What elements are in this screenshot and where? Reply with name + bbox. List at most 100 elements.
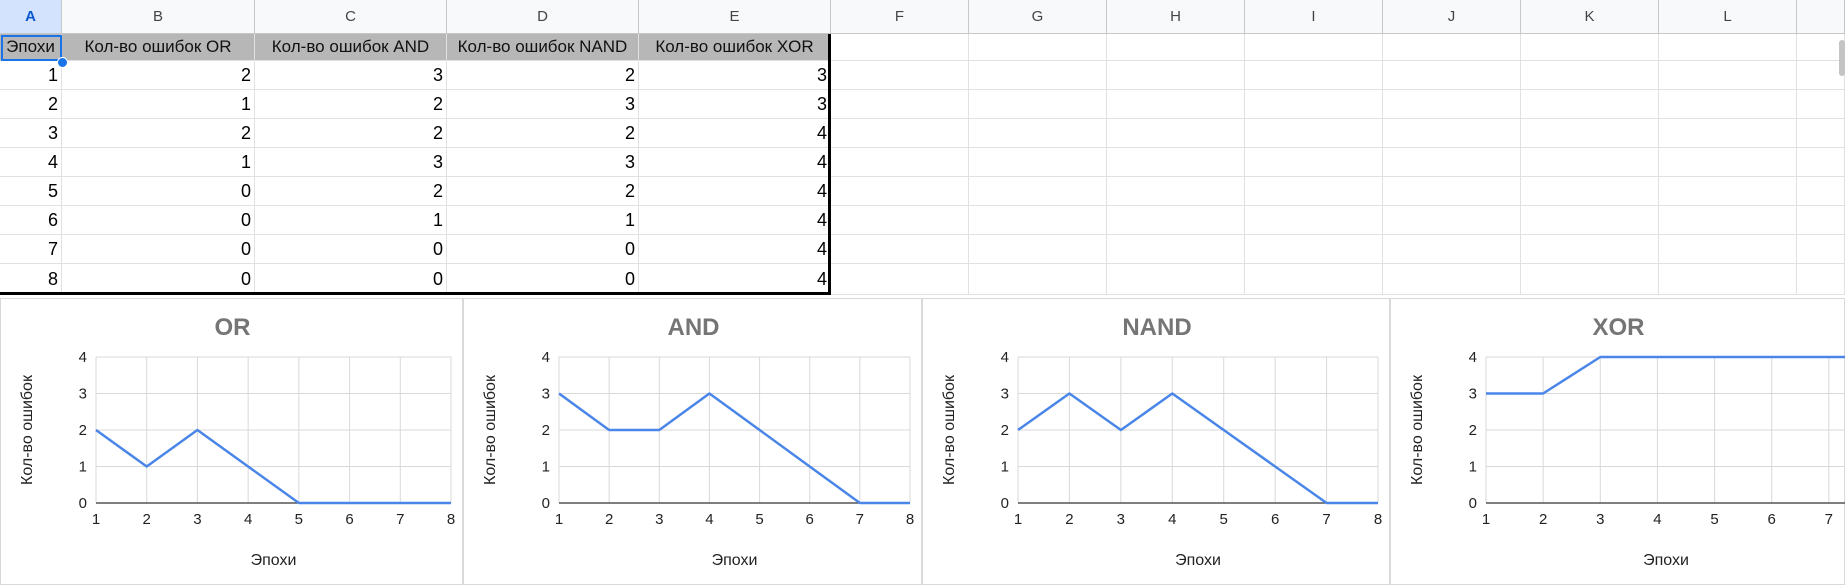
data-cell[interactable]: 2 — [447, 61, 639, 90]
empty-cell[interactable] — [1383, 119, 1521, 148]
header-cell[interactable]: Кол-во ошибок NAND — [447, 34, 639, 61]
data-cell[interactable]: 1 — [0, 61, 62, 90]
data-cell[interactable]: 2 — [255, 90, 447, 119]
data-cell[interactable]: 4 — [639, 206, 831, 235]
empty-cell[interactable] — [1797, 177, 1845, 206]
data-cell[interactable]: 3 — [639, 90, 831, 119]
header-cell[interactable]: Эпохи — [0, 34, 62, 61]
column-header-k[interactable]: K — [1521, 0, 1659, 34]
empty-cell[interactable] — [1797, 34, 1845, 61]
empty-cell[interactable] — [1659, 119, 1797, 148]
empty-cell[interactable] — [1107, 264, 1245, 295]
data-cell[interactable]: 3 — [447, 90, 639, 119]
empty-cell[interactable] — [969, 264, 1107, 295]
empty-cell[interactable] — [1521, 34, 1659, 61]
column-header-i[interactable]: I — [1245, 0, 1383, 34]
empty-cell[interactable] — [1245, 34, 1383, 61]
empty-cell[interactable] — [831, 148, 969, 177]
empty-cell[interactable] — [1797, 119, 1845, 148]
data-cell[interactable]: 1 — [255, 206, 447, 235]
empty-cell[interactable] — [1521, 61, 1659, 90]
column-header-d[interactable]: D — [447, 0, 639, 34]
column-header-c[interactable]: C — [255, 0, 447, 34]
empty-cell[interactable] — [969, 148, 1107, 177]
empty-cell[interactable] — [1659, 206, 1797, 235]
empty-cell[interactable] — [1797, 90, 1845, 119]
empty-cell[interactable] — [1107, 206, 1245, 235]
empty-cell[interactable] — [1245, 264, 1383, 295]
empty-cell[interactable] — [1521, 148, 1659, 177]
data-cell[interactable]: 2 — [447, 177, 639, 206]
empty-cell[interactable] — [1107, 90, 1245, 119]
column-header-a[interactable]: A — [0, 0, 62, 34]
empty-cell[interactable] — [1245, 235, 1383, 264]
data-cell[interactable]: 8 — [0, 264, 62, 295]
empty-cell[interactable] — [1383, 34, 1521, 61]
empty-cell[interactable] — [1383, 235, 1521, 264]
chart-nand[interactable]: NAND 0 1 2 3 4 1 2 3 4 5 6 7 8 Эпохи Кол-во ошибок — [922, 298, 1390, 585]
data-cell[interactable]: 0 — [255, 235, 447, 264]
data-cell[interactable]: 0 — [62, 206, 255, 235]
data-cell[interactable]: 3 — [0, 119, 62, 148]
data-cell[interactable]: 4 — [639, 119, 831, 148]
empty-cell[interactable] — [1245, 206, 1383, 235]
empty-cell[interactable] — [1797, 206, 1845, 235]
empty-cell[interactable] — [831, 264, 969, 295]
empty-cell[interactable] — [1383, 264, 1521, 295]
data-cell[interactable]: 0 — [447, 264, 639, 295]
empty-cell[interactable] — [1659, 61, 1797, 90]
empty-cell[interactable] — [1659, 34, 1797, 61]
data-cell[interactable]: 5 — [0, 177, 62, 206]
column-header-b[interactable]: B — [62, 0, 255, 34]
empty-cell[interactable] — [1383, 177, 1521, 206]
empty-cell[interactable] — [1521, 235, 1659, 264]
header-cell[interactable]: Кол-во ошибок OR — [62, 34, 255, 61]
empty-cell[interactable] — [831, 235, 969, 264]
empty-cell[interactable] — [831, 61, 969, 90]
column-header-f[interactable]: F — [831, 0, 969, 34]
empty-cell[interactable] — [1797, 61, 1845, 90]
empty-cell[interactable] — [1659, 235, 1797, 264]
empty-cell[interactable] — [1797, 148, 1845, 177]
empty-cell[interactable] — [831, 34, 969, 61]
data-cell[interactable]: 4 — [639, 235, 831, 264]
column-header-e[interactable]: E — [639, 0, 831, 34]
empty-cell[interactable] — [1107, 61, 1245, 90]
empty-cell[interactable] — [969, 206, 1107, 235]
data-cell[interactable]: 3 — [255, 61, 447, 90]
data-cell[interactable]: 2 — [0, 90, 62, 119]
chart-xor[interactable]: XOR 0 1 2 3 4 1 2 3 4 5 6 7 Эпохи Кол-во ошибок — [1390, 298, 1845, 585]
data-cell[interactable]: 2 — [62, 61, 255, 90]
data-cell[interactable]: 2 — [255, 177, 447, 206]
data-cell[interactable]: 1 — [447, 206, 639, 235]
column-header-h[interactable]: H — [1107, 0, 1245, 34]
empty-cell[interactable] — [1659, 177, 1797, 206]
data-cell[interactable]: 0 — [255, 264, 447, 295]
data-cell[interactable]: 3 — [255, 148, 447, 177]
empty-cell[interactable] — [1383, 90, 1521, 119]
data-cell[interactable]: 7 — [0, 235, 62, 264]
empty-cell[interactable] — [831, 90, 969, 119]
empty-cell[interactable] — [969, 90, 1107, 119]
data-cell[interactable]: 3 — [639, 61, 831, 90]
chart-or[interactable]: OR 0 1 2 3 4 1 2 3 4 5 6 7 8 Эпохи Кол-во ошибок — [0, 298, 463, 585]
empty-cell[interactable] — [969, 119, 1107, 148]
data-cell[interactable]: 0 — [62, 177, 255, 206]
data-cell[interactable]: 2 — [62, 119, 255, 148]
empty-cell[interactable] — [1107, 119, 1245, 148]
empty-cell[interactable] — [1797, 264, 1845, 295]
empty-cell[interactable] — [1521, 90, 1659, 119]
empty-cell[interactable] — [1383, 206, 1521, 235]
empty-cell[interactable] — [1245, 148, 1383, 177]
empty-cell[interactable] — [1659, 264, 1797, 295]
data-cell[interactable]: 4 — [639, 177, 831, 206]
data-cell[interactable]: 2 — [255, 119, 447, 148]
column-header-g[interactable]: G — [969, 0, 1107, 34]
empty-cell[interactable] — [969, 61, 1107, 90]
empty-cell[interactable] — [831, 177, 969, 206]
data-cell[interactable]: 4 — [639, 264, 831, 295]
vertical-scrollbar[interactable] — [1839, 40, 1845, 76]
column-header-j[interactable]: J — [1383, 0, 1521, 34]
column-header-l[interactable]: L — [1659, 0, 1797, 34]
